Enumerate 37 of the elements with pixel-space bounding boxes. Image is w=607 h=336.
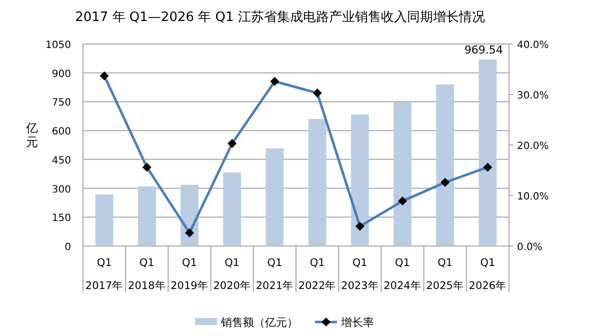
y-tick-label: 1050 — [46, 40, 71, 51]
y-axis-title: 亿元 — [25, 121, 38, 149]
y2-tick-label: 0.0% — [517, 242, 542, 253]
bar — [436, 84, 454, 246]
x-tick-label: Q1 2023年 — [341, 257, 379, 292]
y-tick-label: 750 — [52, 98, 71, 109]
legend-label: 销售额（亿元） — [220, 316, 298, 329]
y2-tick-label: 30.0% — [517, 90, 549, 102]
x-tick-label: Q1 2021年 — [256, 257, 294, 292]
legend-label: 增长率 — [340, 316, 374, 329]
bar — [266, 148, 284, 246]
bar — [478, 59, 497, 246]
y-tick-label: 150 — [52, 213, 71, 224]
bar — [138, 186, 156, 246]
x-tick-label: Q1 2025年 — [426, 257, 464, 292]
data-label: 969.54 — [464, 43, 503, 56]
x-tick-label: Q1 2026年 — [468, 257, 507, 292]
y-tick-label: 0 — [64, 242, 71, 253]
bar — [95, 194, 114, 246]
x-tick-label: Q1 2020年 — [213, 257, 251, 292]
bar — [350, 114, 369, 246]
y2-tick-label: 10.0% — [517, 192, 549, 202]
x-tick-label: Q1 2024年 — [384, 257, 422, 292]
bar — [308, 119, 326, 246]
x-tick-label: Q1 2019年 — [170, 257, 208, 292]
y2-tick-label: 20.0% — [517, 141, 549, 152]
chart-title: 2017 年 Q1—2026 年 Q1 江苏省集成电路产业销售收入同期增长情况 — [75, 10, 485, 25]
y-tick-label: 300 — [52, 184, 71, 196]
x-tick-label: Q1 2022年 — [298, 257, 336, 292]
bar — [223, 172, 242, 246]
y-tick-label: 900 — [52, 68, 71, 80]
y-tick-label: 450 — [52, 155, 71, 166]
x-tick-label: Q1 2017年 — [85, 257, 124, 292]
y-tick-label: 600 — [52, 126, 71, 138]
y2-tick-label: 40.0% — [517, 40, 549, 51]
x-tick-label: Q1 2018年 — [128, 257, 166, 292]
bar — [394, 102, 412, 246]
